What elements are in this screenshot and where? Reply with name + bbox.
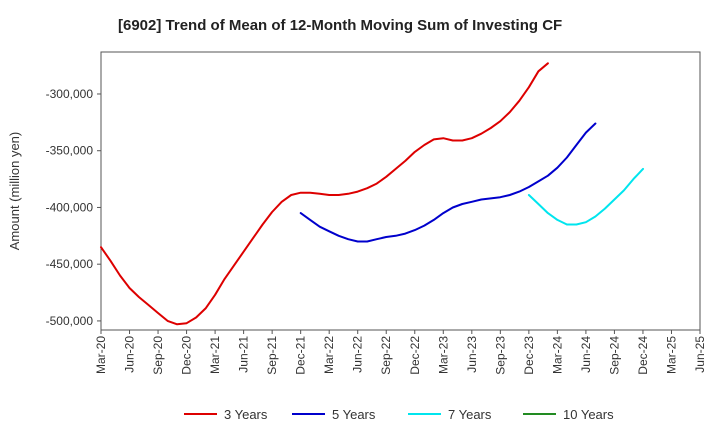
x-tick-label: Jun-21 — [237, 336, 251, 373]
plot-border — [100, 51, 701, 331]
x-tick-label: Sep-24 — [607, 336, 621, 375]
series-line-3-years — [100, 62, 549, 326]
series-layer — [100, 62, 644, 326]
x-tick-label: Mar-25 — [664, 336, 678, 374]
series-line-5-years — [299, 122, 597, 243]
y-tick-label: -350,000 — [46, 144, 94, 158]
plot-frame — [100, 51, 701, 331]
y-tick-label: -500,000 — [46, 314, 94, 328]
y-axis-title: Amount (million yen) — [7, 132, 22, 251]
x-tick-label: Sep-20 — [151, 336, 165, 375]
x-tick-label: Sep-22 — [379, 336, 393, 375]
y-tick-label: -400,000 — [46, 200, 94, 214]
x-tick-label: Jun-20 — [123, 336, 137, 373]
x-tick-label: Dec-22 — [408, 336, 422, 375]
legend-label-5-years: 5 Years — [332, 407, 376, 422]
plot-area — [101, 52, 700, 330]
series-line-7-years — [527, 167, 644, 226]
x-tick-label: Dec-23 — [522, 336, 536, 375]
y-tick-label: -450,000 — [46, 257, 94, 271]
x-tick-label: Mar-24 — [550, 336, 564, 374]
x-tick-label: Sep-21 — [265, 336, 279, 375]
x-tick-label: Jun-22 — [351, 336, 365, 373]
y-tick-label: -300,000 — [46, 87, 94, 101]
x-tick-label: Jun-23 — [465, 336, 479, 373]
x-tick-label: Dec-21 — [294, 336, 308, 375]
x-tick-label: Mar-22 — [322, 336, 336, 374]
x-tick-label: Dec-24 — [636, 336, 650, 375]
chart-title: [6902] Trend of Mean of 12-Month Moving … — [118, 17, 562, 34]
x-tick-label: Mar-20 — [94, 336, 108, 374]
x-tick-label: Jun-24 — [579, 336, 593, 373]
legend: 3 Years 5 Years 7 Years 10 Years — [184, 407, 614, 422]
legend-label-3-years: 3 Years — [224, 407, 268, 422]
x-axis: Mar-20 Jun-20 Sep-20 Dec-20 Mar-21 Jun-21 Sep-… — [94, 330, 707, 375]
x-tick-label: Mar-23 — [436, 336, 450, 374]
legend-label-10-years: 10 Years — [563, 407, 614, 422]
x-tick-label: Mar-21 — [208, 336, 222, 374]
legend-label-7-years: 7 Years — [448, 407, 492, 422]
x-tick-label: Dec-20 — [180, 336, 194, 375]
x-tick-label: Sep-23 — [493, 336, 507, 375]
y-axis: -500,000 -450,000 -400,000 -350,000 -300,000 — [46, 87, 101, 328]
x-tick-label: Jun-25 — [693, 336, 707, 373]
